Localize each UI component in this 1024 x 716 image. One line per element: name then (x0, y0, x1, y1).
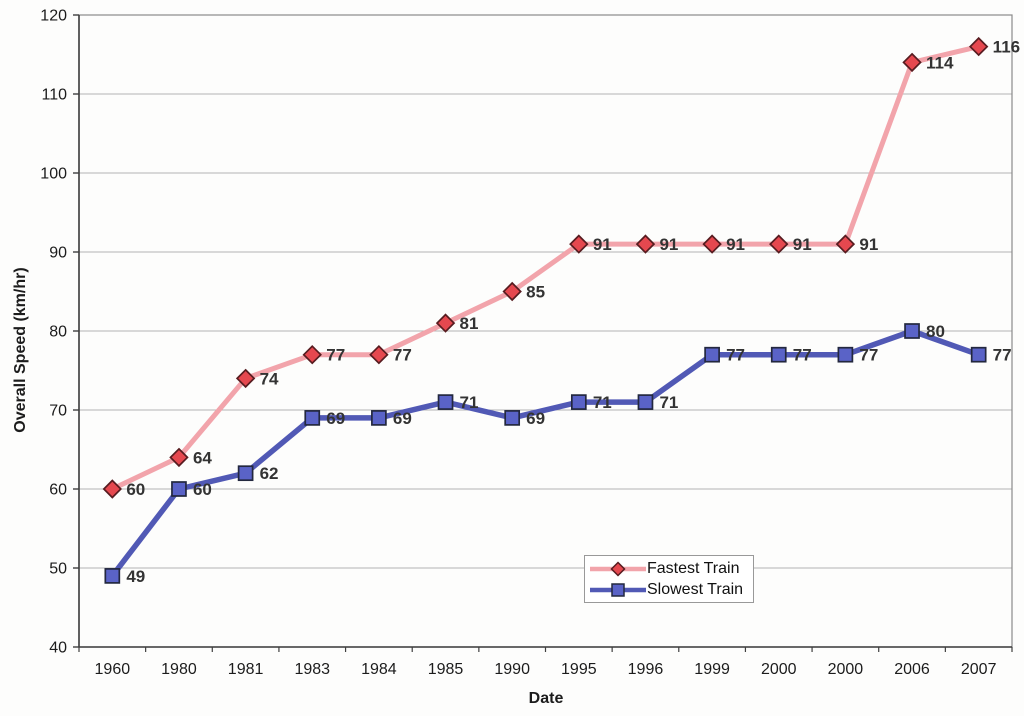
marker-square-slowest-train-13 (970, 346, 987, 363)
data-label-fastest-train-3: 77 (326, 346, 345, 365)
marker-square-slowest-train-6 (504, 410, 521, 426)
marker-square-slowest-train-2 (237, 465, 254, 482)
x-tick-label-0: 1960 (95, 661, 131, 678)
marker-diamond-fastest-train-8 (635, 234, 656, 254)
y-tick-label-80: 80 (49, 324, 67, 341)
marker-square-slowest-train-3 (304, 410, 321, 426)
marker-diamond-fastest-train-0 (102, 479, 123, 499)
marker-diamond-fastest-train-12 (902, 52, 922, 73)
y-tick-label-70: 70 (49, 403, 67, 420)
marker-diamond-fastest-train-2 (235, 368, 256, 389)
x-axis-title: Date (528, 690, 564, 707)
marker-diamond-fastest-train-10 (769, 234, 789, 254)
data-label-slowest-train-4: 69 (393, 409, 412, 428)
data-label-fastest-train-1: 64 (193, 448, 212, 467)
x-tick-label-10: 2000 (761, 661, 797, 678)
data-label-fastest-train-5: 81 (460, 314, 479, 333)
data-label-slowest-train-3: 69 (326, 409, 345, 428)
legend-swatch-svg-0 (590, 560, 646, 577)
marker-diamond-fastest-train-6 (502, 281, 522, 302)
data-label-slowest-train-9: 77 (726, 346, 745, 365)
data-label-slowest-train-2: 62 (260, 464, 279, 483)
data-label-slowest-train-12: 80 (926, 322, 945, 341)
data-label-slowest-train-10: 77 (793, 346, 812, 365)
series-line-fastest-train (109, 44, 982, 492)
series-line-slowest-train (109, 328, 982, 579)
y-axis-title: Overall Speed (km/hr) (12, 267, 29, 433)
y-tick-label-100: 100 (40, 166, 67, 183)
legend-swatch-svg-1 (590, 582, 646, 597)
marker-square-slowest-train-10 (770, 346, 787, 363)
data-label-fastest-train-10: 91 (793, 235, 812, 254)
fastest-train-line-diamond-icon (589, 560, 647, 578)
legend-item-fastest-train: Fastest Train (589, 558, 751, 579)
marker-diamond-fastest-train-3 (302, 344, 322, 365)
x-tick-label-8: 1996 (628, 661, 664, 678)
marker-square-slowest-train-5 (437, 394, 454, 410)
marker-diamond-fastest-train-7 (569, 234, 589, 254)
marker-diamond-fastest-train-5 (435, 313, 456, 333)
marker-square-slowest-train-0 (104, 568, 121, 584)
legend-item-slowest-train: Slowest Train (589, 579, 751, 600)
data-label-slowest-train-1: 60 (193, 480, 212, 499)
data-label-slowest-train-11: 77 (859, 346, 878, 365)
legend-marker-diamond-icon (610, 560, 626, 577)
marker-square-slowest-train-1 (171, 481, 187, 497)
x-tick-label-12: 2006 (894, 661, 930, 678)
marker-square-slowest-train-8 (637, 394, 654, 410)
y-tick-label-40: 40 (49, 640, 67, 657)
data-label-fastest-train-12: 114 (926, 53, 954, 72)
marker-square-slowest-train-11 (837, 346, 854, 363)
data-label-fastest-train-7: 91 (593, 235, 612, 254)
x-tick-label-11: 2000 (828, 661, 864, 678)
x-tick-label-7: 1995 (561, 661, 597, 678)
y-tick-label-110: 110 (41, 87, 67, 104)
data-label-fastest-train-8: 91 (659, 235, 678, 254)
data-label-slowest-train-7: 71 (593, 393, 612, 412)
marker-diamond-fastest-train-1 (169, 447, 189, 468)
x-tick-label-1: 1980 (161, 661, 197, 678)
x-tick-label-9: 1999 (694, 661, 730, 678)
marker-square-slowest-train-12 (904, 323, 920, 339)
data-label-slowest-train-8: 71 (659, 393, 678, 412)
data-label-fastest-train-4: 77 (393, 346, 412, 365)
data-label-slowest-train-6: 69 (526, 409, 545, 428)
data-label-fastest-train-13: 116 (993, 38, 1020, 57)
x-tick-label-3: 1983 (294, 661, 330, 678)
marker-diamond-fastest-train-4 (369, 344, 389, 365)
x-tick-label-13: 2007 (961, 661, 997, 678)
data-label-slowest-train-13: 77 (993, 346, 1012, 365)
x-tick-label-6: 1990 (494, 661, 530, 678)
x-tick-label-5: 1985 (428, 661, 464, 678)
marker-square-slowest-train-4 (371, 410, 387, 426)
data-label-fastest-train-0: 60 (126, 480, 145, 499)
data-label-fastest-train-2: 74 (260, 369, 279, 388)
data-label-slowest-train-0: 49 (126, 567, 145, 586)
data-label-fastest-train-6: 85 (526, 283, 545, 302)
legend-label-fastest-train: Fastest Train (647, 559, 740, 577)
y-tick-label-60: 60 (49, 482, 67, 499)
marker-square-slowest-train-7 (570, 394, 587, 410)
y-tick-label-50: 50 (49, 561, 67, 578)
data-label-fastest-train-11: 91 (859, 235, 878, 254)
marker-square-slowest-train-9 (704, 346, 720, 363)
data-label-slowest-train-5: 71 (460, 393, 479, 412)
legend-label-slowest-train: Slowest Train (647, 580, 744, 598)
marker-diamond-fastest-train-9 (702, 234, 722, 254)
marker-diamond-fastest-train-11 (835, 234, 856, 254)
marker-diamond-fastest-train-13 (968, 36, 989, 57)
legend: Fastest Train Slowest Train (584, 555, 754, 603)
slowest-train-line-square-icon (589, 581, 647, 599)
y-tick-label-90: 90 (49, 245, 67, 262)
data-label-fastest-train-9: 91 (726, 235, 745, 254)
x-tick-label-2: 1981 (228, 661, 264, 678)
y-tick-label-120: 120 (40, 8, 67, 25)
legend-marker-square-icon (611, 582, 625, 597)
x-tick-label-4: 1984 (361, 661, 397, 678)
